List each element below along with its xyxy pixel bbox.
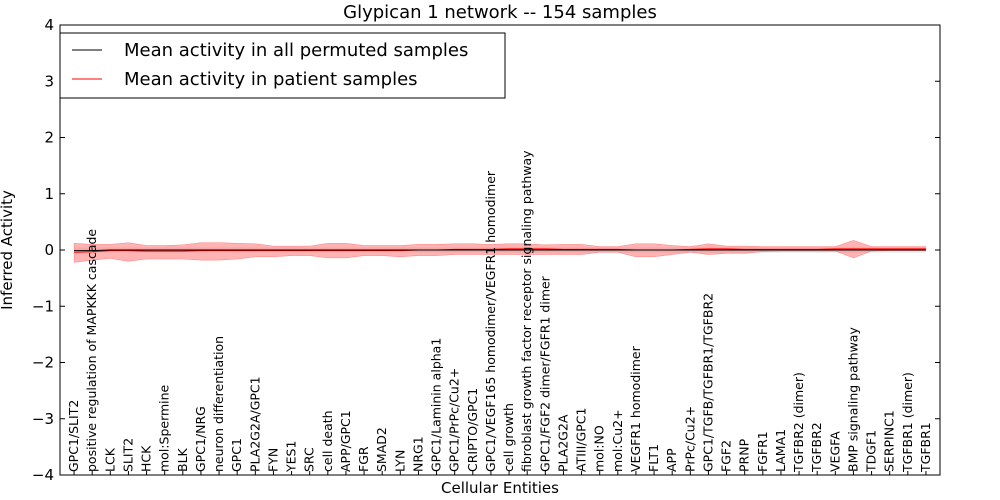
x-tick-label: cell death [320,410,335,472]
x-tick-label: ATIII/GPC1 [574,408,589,472]
y-tick-label: 2 [44,129,54,147]
x-tick-label: GPC1/NRG [193,406,208,472]
x-tick-label: PrPc/Cu2+ [682,406,697,472]
y-tick-label: 1 [44,185,54,203]
x-tick-label: FLT1 [646,444,661,472]
x-tick-label: NRG1 [410,436,425,472]
y-tick-label: −2 [32,354,54,372]
x-tick-label: mol:Spermine [157,384,172,472]
x-tick-label: CRIPTO/GPC1 [465,388,480,472]
y-tick-label: −1 [32,297,54,315]
x-tick-label: LAMA1 [773,429,788,472]
x-tick-label: GPC1/SLIT2 [66,400,81,472]
series-2-band [73,240,927,263]
x-tick-label: BMP signaling pathway [845,327,860,472]
x-tick-label: mol:Cu2+ [610,409,625,472]
legend-entry: Mean activity in all permuted samples [124,40,468,61]
series-1-line [74,249,926,252]
x-tick-label: SRC [302,447,317,472]
x-tick-label: TGFBR2 (dimer) [791,372,806,473]
x-tick-label: TGFBR1 (dimer) [900,372,915,473]
x-tick-label: APP [664,448,679,472]
x-tick-label: BLK [175,447,190,472]
x-tick-label: GPC1/VEGF165 homodimer/VEGFR1 homodimer [483,170,498,472]
x-tick-label: SMAD2 [374,427,389,472]
x-tick-label: LYN [392,450,407,472]
x-axis-label: Cellular Entities [441,479,559,497]
x-tick-label: GPC1/PrPc/Cu2+ [447,368,462,472]
plot-area [59,24,941,476]
legend-entry: Mean activity in patient samples [124,69,418,90]
x-tick-label: cell growth [501,403,516,472]
x-tick-label: GPC1/TGFB/TGFBR1/TGFBR2 [700,293,715,472]
x-tick-label: neuron differentiation [211,336,226,472]
x-tick-label: YES1 [284,441,299,473]
x-tick-label: TGFBR2 [809,422,824,473]
x-tick-label: APP/GPC1 [338,410,353,472]
chart-title: Glypican 1 network -- 154 samples [343,2,657,23]
x-tick-label: GPC1/Laminin alpha1 [429,338,444,472]
x-tick-label: positive regulation of MAPKKK cascade [84,229,99,472]
series-2-line [74,248,926,253]
y-axis-label: Inferred Activity [0,190,16,310]
x-tick-label: fibroblast growth factor receptor signal… [519,150,534,472]
x-tick-label: SLIT2 [120,438,135,472]
x-tick-label: PRNP [737,438,752,472]
x-tick-label: GPC1 [229,438,244,472]
x-tick-label: HCK [139,445,154,472]
x-tick-label: VEGFA [827,431,842,472]
y-tick-label: −3 [32,410,54,428]
y-tick-label: 0 [44,241,54,259]
x-tick-label: TDGF1 [864,430,879,473]
x-axis-ticks: GPC1/SLIT2 positive regulation of MAPKKK … [66,150,933,475]
x-tick-label: FGFR1 [755,431,770,472]
y-axis-ticks: 4 3 2 1 0 −1 −2 −3 −4 [32,16,940,484]
legend: Mean activity in all permuted samples Mea… [59,32,506,99]
y-tick-label: −4 [32,466,54,484]
x-tick-label: VEGFR1 homodimer [628,345,643,472]
x-tick-label: FGR [356,446,371,472]
x-tick-label: FYN [265,448,280,472]
x-tick-label: SERPINC1 [882,410,897,472]
x-tick-label: LCK [102,447,117,472]
y-tick-label: 3 [44,72,54,90]
y-tick-label: 4 [44,16,54,34]
x-tick-label: PLA2G2A/GPC1 [247,376,262,472]
x-tick-label: PLA2G2A [555,414,570,472]
x-tick-label: mol:NO [592,425,607,472]
x-tick-label: TGFBR1 [918,422,933,473]
x-tick-label: FGF2 [719,440,734,472]
legend-box [59,32,506,99]
x-tick-label: GPC1/FGF2 dimer/FGFR1 dimer [537,275,552,472]
